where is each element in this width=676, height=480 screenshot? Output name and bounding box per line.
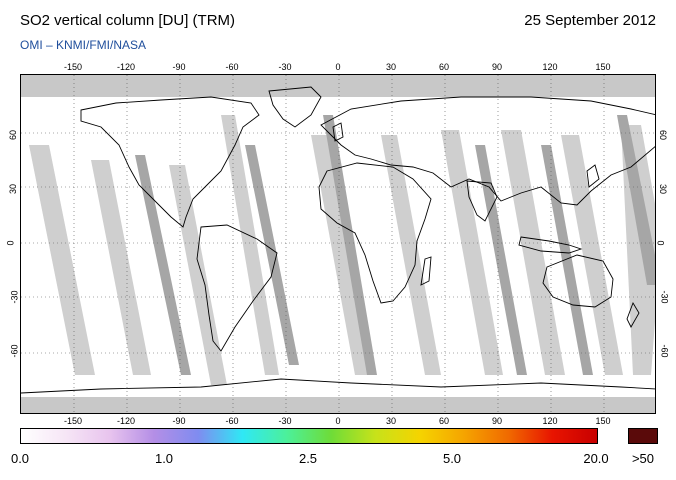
lon-tick-bottom: 150 (595, 416, 611, 426)
lat-tick-right: 0 (655, 240, 666, 246)
map-title: SO2 vertical column [DU] (TRM) (20, 12, 236, 29)
colorbar-label: 0.0 (10, 451, 30, 466)
lon-tick-top: 30 (385, 62, 397, 72)
lon-tick-top: 120 (542, 62, 558, 72)
uk-outline (332, 122, 344, 142)
colorbar-label: 1.0 (154, 451, 174, 466)
lon-tick-top: -90 (172, 62, 186, 72)
lon-tick-bottom: 60 (438, 416, 450, 426)
lat-tick-left: 30 (8, 183, 19, 195)
india-outline (466, 180, 498, 222)
lat-tick-right: -60 (659, 344, 670, 358)
colorbar-label: 5.0 (442, 451, 462, 466)
lon-tick-bottom: -30 (278, 416, 292, 426)
swath-overlaps (135, 115, 655, 375)
lat-tick-right: 60 (658, 129, 669, 141)
swath-gaps (29, 115, 655, 385)
lon-tick-bottom: 90 (491, 416, 503, 426)
lon-tick-bottom: 0 (335, 416, 341, 426)
coastlines (21, 86, 655, 394)
lon-tick-top: -150 (63, 62, 83, 72)
colorbar-label: 2.5 (298, 451, 318, 466)
lon-tick-top: -120 (116, 62, 136, 72)
africa-outline (318, 162, 432, 304)
lon-tick-top: -60 (225, 62, 239, 72)
lat-tick-left: 0 (5, 240, 16, 246)
lon-tick-top: 90 (491, 62, 503, 72)
world-map (20, 74, 656, 414)
indonesia-outline (518, 236, 583, 254)
lon-tick-top: 60 (438, 62, 450, 72)
data-source-credit: OMI – KNMI/FMI/NASA (20, 38, 147, 52)
lon-tick-bottom: -60 (225, 416, 239, 426)
eurasia-outline (320, 96, 655, 206)
lon-tick-top: 0 (335, 62, 341, 72)
colorbar-label: >50 (631, 451, 655, 466)
graticule (21, 75, 655, 413)
lon-tick-top: 150 (595, 62, 611, 72)
antarctica-outline (21, 378, 655, 394)
madagascar-outline (420, 256, 432, 286)
australia-outline (542, 254, 614, 308)
world-map-svg (21, 75, 655, 413)
lon-tick-bottom: 30 (385, 416, 397, 426)
japan-outline (586, 164, 600, 188)
lat-tick-left: -60 (9, 344, 20, 358)
colorbar-overflow-swatch (628, 428, 658, 444)
lat-tick-right: 30 (658, 183, 669, 195)
map-date: 25 September 2012 (524, 12, 656, 29)
colorbar-label: 20.0 (583, 451, 609, 466)
arctic-no-data-band (21, 75, 655, 97)
colorbar (20, 428, 598, 444)
lon-tick-bottom: 120 (542, 416, 558, 426)
north-america-outline (80, 96, 260, 228)
lon-tick-bottom: -120 (116, 416, 136, 426)
lat-tick-left: -30 (9, 290, 20, 304)
lat-tick-left: 60 (8, 129, 19, 141)
lon-tick-top: -30 (278, 62, 292, 72)
antarctic-no-data-band (21, 397, 655, 413)
greenland-outline (268, 86, 322, 128)
south-america-outline (196, 224, 278, 352)
lon-tick-bottom: -150 (63, 416, 83, 426)
lat-tick-right: -30 (659, 290, 670, 304)
lon-tick-bottom: -90 (172, 416, 186, 426)
new-zealand-outline (626, 301, 640, 328)
